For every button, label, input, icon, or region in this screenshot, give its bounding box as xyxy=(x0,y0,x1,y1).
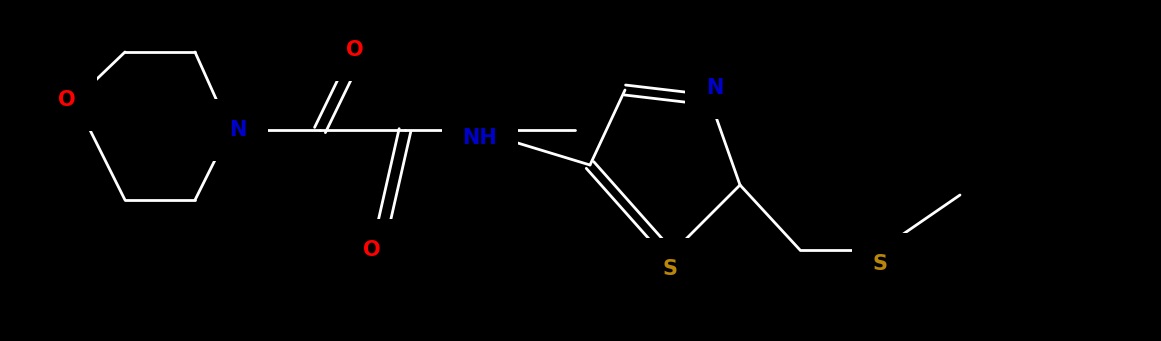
Text: O: O xyxy=(58,90,75,110)
Text: S: S xyxy=(873,254,887,274)
Text: O: O xyxy=(363,240,381,260)
Text: NH: NH xyxy=(462,128,497,148)
Text: N: N xyxy=(706,78,723,98)
Text: N: N xyxy=(230,120,246,140)
Text: O: O xyxy=(346,40,363,60)
Text: S: S xyxy=(663,259,678,279)
